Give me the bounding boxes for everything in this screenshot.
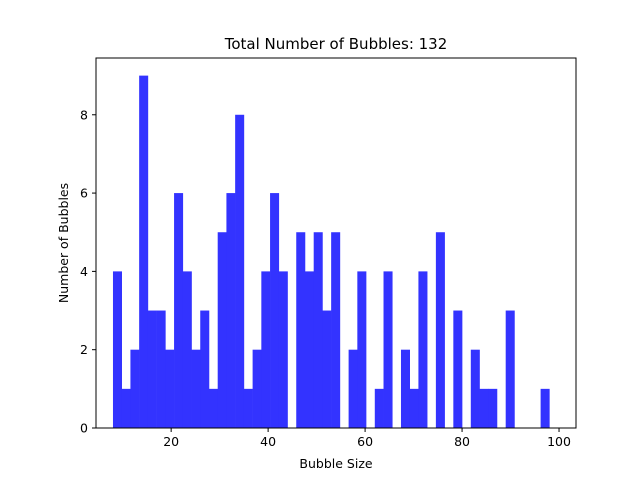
histogram-bar <box>200 310 210 428</box>
histogram-bar <box>313 232 323 428</box>
plot-frame <box>95 57 577 429</box>
histogram-bar <box>147 310 157 428</box>
histogram-bar <box>374 388 384 428</box>
x-axis-ticks: 20 40 60 80 100 <box>163 428 571 449</box>
y-axis-ticks: 0 2 4 6 8 <box>80 107 96 436</box>
histogram-bar <box>174 193 184 428</box>
histogram-bar <box>383 271 393 428</box>
histogram-bar <box>121 388 131 428</box>
y-tick-label: 2 <box>80 342 88 357</box>
y-tick-label: 8 <box>80 107 88 122</box>
histogram-bar <box>130 349 140 428</box>
histogram-bar <box>453 310 463 428</box>
y-axis-label: Number of Bubbles <box>56 183 71 303</box>
histogram-bar <box>418 271 428 428</box>
histogram-bar <box>112 271 122 428</box>
y-tick-label: 6 <box>80 186 88 201</box>
x-tick-label: 40 <box>260 434 276 449</box>
histogram-bar <box>331 232 341 428</box>
histogram-bar <box>235 114 245 429</box>
histogram-bar <box>470 349 480 428</box>
histogram-bar <box>479 388 489 428</box>
x-tick-label: 100 <box>547 434 571 449</box>
histogram-bar <box>208 388 218 428</box>
histogram-bar <box>156 310 166 428</box>
histogram-bar <box>409 388 419 428</box>
histogram-bar <box>270 193 280 428</box>
histogram-bar <box>139 75 149 429</box>
histogram-bar <box>304 271 314 428</box>
histogram-bar <box>243 388 253 428</box>
y-tick-label: 0 <box>80 421 88 436</box>
histogram-bar <box>400 349 410 428</box>
histogram-bar <box>357 271 367 428</box>
histogram-bar <box>435 232 445 428</box>
histogram-bar <box>165 349 175 428</box>
chart-title: Total Number of Bubbles: 132 <box>224 35 448 53</box>
histogram-bar <box>252 349 262 428</box>
x-tick-label: 80 <box>454 434 470 449</box>
histogram-bars <box>112 75 550 429</box>
histogram-bar <box>191 349 201 428</box>
y-tick-label: 4 <box>80 264 88 279</box>
histogram-bar <box>182 271 192 428</box>
histogram-bar <box>261 271 271 428</box>
histogram-bar <box>488 388 498 428</box>
histogram-bar <box>296 232 306 428</box>
histogram-bar <box>505 310 515 428</box>
x-tick-label: 60 <box>357 434 373 449</box>
histogram-bar <box>226 193 236 428</box>
histogram-bar <box>217 232 227 428</box>
histogram-bar <box>278 271 288 428</box>
histogram-bar <box>322 310 332 428</box>
x-axis-label: Bubble Size <box>299 456 372 471</box>
histogram-bar <box>348 349 358 428</box>
histogram-bar <box>540 388 550 428</box>
x-tick-label: 20 <box>163 434 179 449</box>
